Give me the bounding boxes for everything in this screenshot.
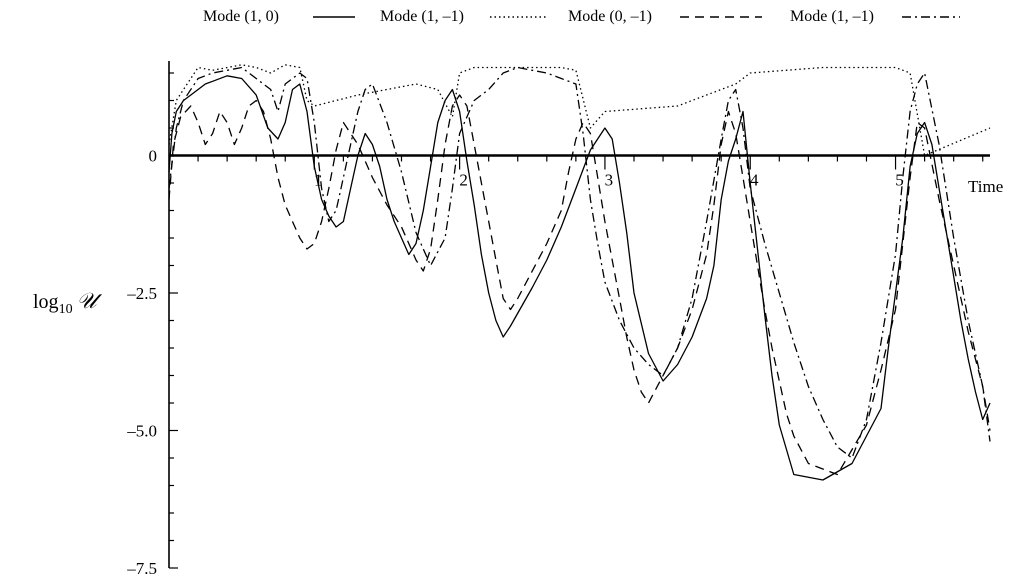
legend-label: Mode (1, –1)	[790, 8, 874, 25]
x-tick-label: 4	[750, 171, 759, 190]
x-tick-label: 2	[459, 171, 468, 190]
legend-label: Mode (1, 0)	[203, 8, 279, 25]
series-line-4	[168, 66, 991, 459]
y-tick-label: –5.0	[126, 422, 157, 441]
y-tick-label: –7.5	[126, 559, 157, 578]
series-line-1	[168, 75, 991, 481]
y-axis-label-subscript: 10	[59, 302, 73, 317]
x-tick-label: 1	[314, 171, 323, 190]
x-axis-label: Time	[968, 177, 1003, 196]
legend: Mode (1, 0) Mode (1, –1) Mode (0, –1) Mode …	[203, 8, 960, 25]
legend-item-2: Mode (1, –1)	[380, 8, 548, 25]
series-layer	[168, 64, 991, 481]
axes-layer: 0 –2.5 –5.0 –7.5 1 2 3 4 5	[126, 61, 990, 578]
y-axis-label-prefix: log	[33, 291, 59, 313]
legend-item-1: Mode (1, 0)	[203, 8, 355, 25]
y-axis-label: log10 𝒰	[33, 288, 103, 317]
legend-item-3: Mode (0, –1)	[568, 8, 762, 25]
series-line-2	[168, 64, 991, 157]
y-tick-label: 0	[149, 147, 158, 166]
legend-label: Mode (1, –1)	[380, 8, 464, 25]
y-tick-label: –2.5	[126, 284, 157, 303]
x-tick-label: 3	[605, 171, 614, 190]
legend-item-4: Mode (1, –1)	[790, 8, 960, 25]
legend-label: Mode (0, –1)	[568, 8, 652, 25]
y-axis-label-symbol: 𝒰	[77, 288, 103, 313]
x-tick-label: 5	[895, 171, 904, 190]
